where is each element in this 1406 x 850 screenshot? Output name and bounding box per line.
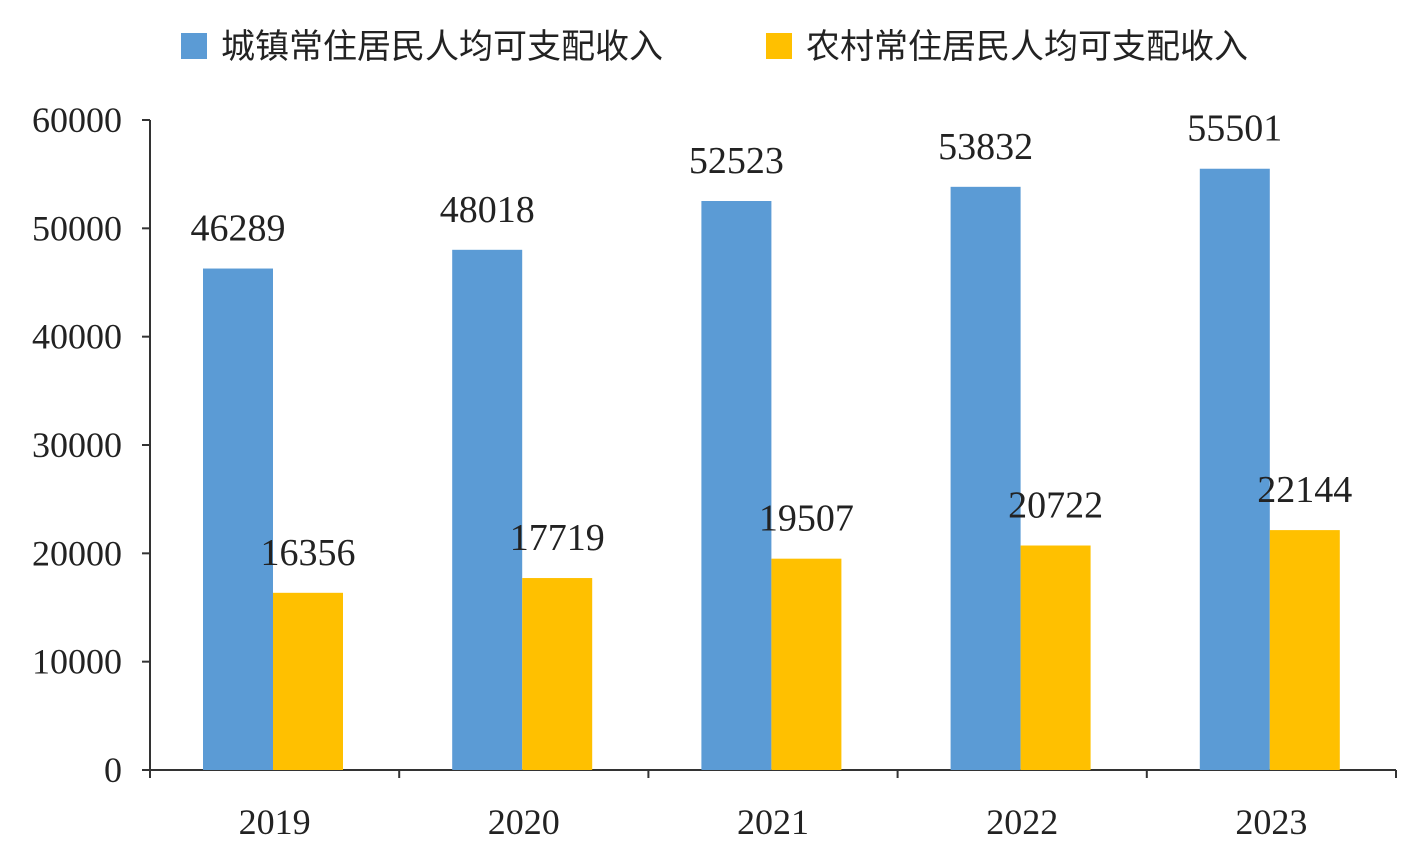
- data-label-series1-2021: 52523: [689, 140, 784, 182]
- bar-series2-2021: [771, 558, 842, 770]
- legend: 城镇常住居民人均可支配收入 农村常住居民人均可支配收入: [181, 27, 1248, 67]
- data-label-series1-2022: 53832: [938, 126, 1033, 168]
- x-tick-label: 2019: [239, 802, 311, 842]
- y-axis: 0 10000 20000 30000 40000 50000 60000: [32, 100, 151, 790]
- data-labels: 46289 16356 48018 17719 52523 19507 53832 20722…: [191, 108, 1353, 574]
- data-label-series2-2023: 22144: [1257, 469, 1352, 511]
- bar-series2-2020: [522, 578, 593, 770]
- y-tick-label: 40000: [32, 317, 122, 357]
- bar-series1-2020: [452, 249, 523, 770]
- y-tick-label: 20000: [32, 533, 122, 573]
- data-label-series2-2019: 16356: [261, 532, 356, 574]
- y-tick-label: 0: [104, 750, 122, 790]
- y-tick-label: 10000: [32, 642, 122, 682]
- data-label-series1-2023: 55501: [1187, 108, 1282, 150]
- bar-series1-2019: [203, 268, 273, 770]
- y-tick-label: 60000: [32, 100, 122, 140]
- data-label-series2-2021: 19507: [759, 498, 854, 540]
- y-tick-label: 30000: [32, 425, 122, 465]
- bar-series1-2023: [1199, 168, 1270, 771]
- data-label-series2-2020: 17719: [510, 517, 605, 559]
- bar-series2-2022: [1020, 545, 1091, 770]
- data-label-series1-2020: 48018: [440, 189, 535, 231]
- bar-series2-2023: [1269, 530, 1340, 770]
- legend-swatch-1: [181, 33, 207, 59]
- legend-swatch-2: [766, 33, 792, 59]
- x-tick-label: 2022: [986, 802, 1058, 842]
- x-tick-label: 2023: [1235, 802, 1307, 842]
- bars: [203, 168, 1340, 771]
- x-tick-label: 2021: [737, 802, 809, 842]
- legend-label-1: 城镇常住居民人均可支配收入: [221, 27, 663, 67]
- y-tick-label: 50000: [32, 208, 122, 248]
- bar-series1-2022: [950, 186, 1021, 770]
- bar-series2-2019: [273, 592, 343, 770]
- x-axis: 2019 2020 2021 2022 2023: [149, 769, 1397, 842]
- bar-series1-2021: [701, 201, 772, 770]
- data-label-series1-2019: 46289: [191, 208, 286, 250]
- data-label-series2-2022: 20722: [1008, 485, 1103, 527]
- x-tick-label: 2020: [488, 802, 560, 842]
- legend-label-2: 农村常住居民人均可支配收入: [806, 27, 1248, 67]
